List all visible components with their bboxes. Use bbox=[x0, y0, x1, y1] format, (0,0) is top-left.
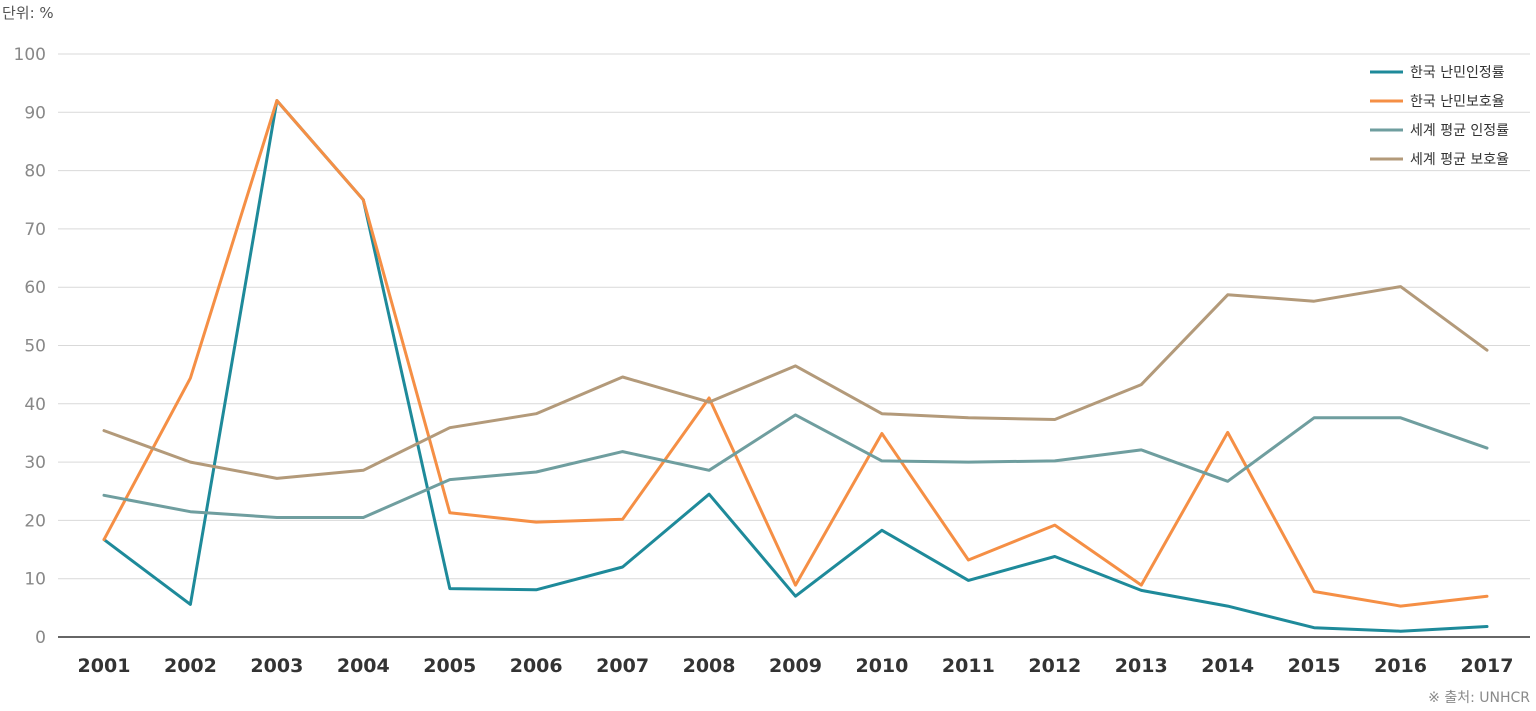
unit-label: 단위: % bbox=[2, 4, 54, 22]
x-tick-label: 2005 bbox=[423, 655, 476, 677]
y-tick-label: 90 bbox=[24, 103, 46, 123]
y-tick-label: 100 bbox=[14, 45, 46, 65]
y-tick-label: 40 bbox=[24, 395, 46, 415]
y-tick-label: 60 bbox=[24, 278, 46, 298]
y-tick-label: 50 bbox=[24, 337, 46, 357]
y-tick-label: 20 bbox=[24, 511, 46, 531]
y-tick-label: 0 bbox=[35, 628, 46, 648]
series-line-3 bbox=[102, 413, 1489, 519]
y-tick-label: 70 bbox=[24, 220, 46, 240]
legend-label: 세계 평균 보호율 bbox=[1410, 152, 1509, 168]
legend-label: 한국 난민보호율 bbox=[1410, 94, 1505, 110]
x-tick-label: 2008 bbox=[683, 655, 736, 677]
series-line-2 bbox=[102, 99, 1489, 608]
x-tick-label: 2015 bbox=[1288, 655, 1341, 677]
source-label: ※ 출처: UNHCR bbox=[1428, 690, 1530, 706]
x-tick-label: 2013 bbox=[1115, 655, 1168, 677]
x-tick-label: 2003 bbox=[250, 655, 303, 677]
x-tick-label: 2002 bbox=[164, 655, 217, 677]
x-tick-label: 2001 bbox=[78, 655, 131, 677]
x-tick-label: 2007 bbox=[596, 655, 649, 677]
x-tick-label: 2012 bbox=[1028, 655, 1081, 677]
legend-label: 한국 난민인정률 bbox=[1410, 65, 1505, 81]
x-tick-label: 2011 bbox=[942, 655, 995, 677]
y-tick-label: 30 bbox=[24, 453, 46, 473]
x-tick-label: 2017 bbox=[1461, 655, 1514, 677]
x-tick-label: 2010 bbox=[855, 655, 908, 677]
x-tick-label: 2009 bbox=[769, 655, 822, 677]
x-tick-label: 2016 bbox=[1374, 655, 1427, 677]
legend-label: 세계 평균 인정률 bbox=[1410, 123, 1509, 139]
x-tick-label: 2004 bbox=[337, 655, 390, 677]
x-tick-label: 2006 bbox=[510, 655, 563, 677]
series-line-4 bbox=[102, 285, 1489, 480]
y-tick-label: 80 bbox=[24, 162, 46, 182]
x-tick-label: 2014 bbox=[1201, 655, 1254, 677]
y-tick-label: 10 bbox=[24, 570, 46, 590]
